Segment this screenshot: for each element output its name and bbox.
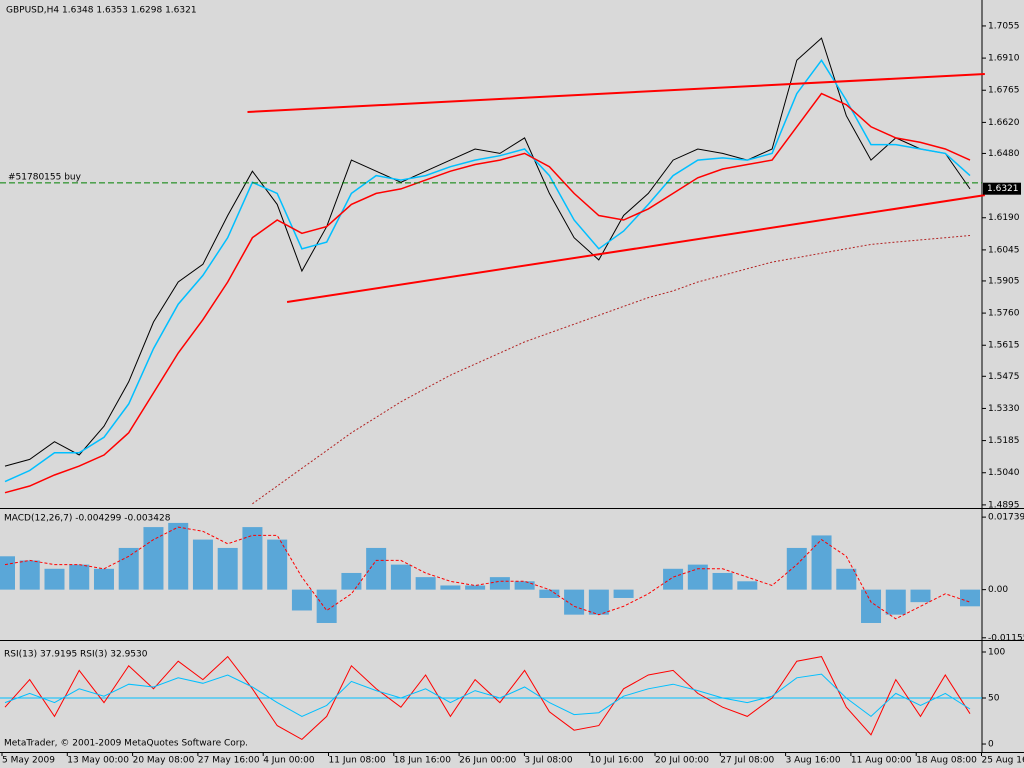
macd-bar [712, 572, 733, 590]
macd-bar [885, 589, 906, 615]
series-line [4, 673, 971, 718]
y-tick-label: 1.6045 [988, 245, 1020, 255]
macd-header: MACD(12,26,7) -0.004299 -0.003428 [4, 514, 171, 524]
time-label: 4 Jun 00:00 [263, 756, 315, 766]
macd-bar [291, 589, 312, 611]
time-label: 3 Aug 16:00 [786, 756, 841, 766]
macd-bar [415, 577, 436, 590]
time-label: 25 Aug 16:00 [982, 756, 1024, 766]
macd-bar [316, 589, 337, 623]
copyright: MetaTrader, © 2001-2009 MetaQuotes Softw… [4, 739, 248, 749]
macd-bar [93, 568, 114, 590]
macd-bar [0, 556, 15, 590]
macd-bar [168, 522, 189, 590]
macd-bar [960, 589, 980, 607]
y-tick-label: 1.5330 [988, 404, 1020, 414]
signal-line [4, 526, 971, 620]
time-label: 3 Jul 08:00 [524, 756, 573, 766]
time-label: 18 Aug 08:00 [916, 756, 977, 766]
macd-bar [192, 539, 213, 590]
macd-bar [910, 589, 931, 603]
time-label: 11 Aug 00:00 [851, 756, 912, 766]
macd-bar [118, 547, 139, 590]
macd-bar [613, 589, 634, 598]
macd-bar [440, 585, 461, 590]
macd-bar [514, 581, 535, 590]
macd-bar [663, 568, 684, 590]
price-tag-label: 1.6321 [987, 184, 1019, 194]
macd-bar [366, 547, 387, 590]
macd-bar [69, 564, 90, 590]
y-tick-label: 0.017394 [988, 513, 1024, 523]
macd-bar [539, 589, 560, 598]
y-tick-label: 50 [988, 694, 1000, 704]
y-tick-label: 1.4895 [988, 500, 1020, 510]
macd-bar [836, 568, 857, 590]
price-tag [983, 182, 1021, 195]
macd-bar [737, 581, 758, 590]
time-label: 27 May 16:00 [198, 756, 260, 766]
macd-bar [811, 535, 832, 590]
y-tick-label: 1.6480 [988, 149, 1020, 159]
time-label: 10 Jul 16:00 [590, 756, 644, 766]
series-line [4, 92, 971, 494]
time-label: 26 Jun 00:00 [459, 756, 516, 766]
y-tick-label: 1.5905 [988, 276, 1020, 286]
y-tick-label: 1.5760 [988, 309, 1020, 319]
series-line [4, 655, 971, 741]
y-tick-label: 1.5040 [988, 468, 1020, 478]
macd-bar [44, 568, 65, 590]
macd-bar [588, 589, 609, 615]
y-tick-label: 0.00 [988, 585, 1008, 595]
macd-bar [242, 527, 263, 590]
macd-bar [217, 547, 238, 590]
y-tick-label: 1.7055 [988, 21, 1020, 31]
macd-bar [19, 560, 40, 590]
y-tick-label: 1.6620 [988, 118, 1020, 128]
time-label: 20 May 08:00 [133, 756, 195, 766]
y-tick-label: 1.5185 [988, 436, 1020, 446]
y-tick-label: 100 [988, 647, 1005, 657]
trend-line [247, 73, 985, 113]
y-tick-label: -0.01155 [988, 633, 1024, 643]
rsi-header: RSI(13) 37.9195 RSI(3) 32.9530 [4, 650, 148, 660]
time-label: 27 Jul 08:00 [720, 756, 774, 766]
series-line [252, 235, 971, 505]
time-label: 11 Jun 08:00 [329, 756, 386, 766]
series-line [4, 37, 971, 467]
order-label: #51780155 buy [8, 172, 82, 182]
symbol-header: GBPUSD,H4 1.6348 1.6353 1.6298 1.6321 [6, 6, 197, 16]
y-tick-label: 1.6765 [988, 86, 1020, 96]
macd-bar [489, 577, 510, 590]
y-tick-label: 1.6910 [988, 54, 1020, 64]
macd-bar [390, 564, 411, 590]
macd-bar [465, 585, 486, 590]
time-label: 5 May 2009 [2, 756, 55, 766]
y-tick-label: 1.5475 [988, 372, 1020, 382]
time-label: 20 Jul 00:00 [655, 756, 709, 766]
time-label: 13 May 00:00 [67, 756, 129, 766]
time-label: 18 Jun 16:00 [394, 756, 451, 766]
macd-bar [861, 589, 882, 623]
series-line [4, 58, 971, 483]
y-tick-label: 1.6190 [988, 213, 1020, 223]
y-tick-label: 0 [988, 740, 994, 750]
y-tick-label: 1.5615 [988, 341, 1020, 351]
macd-bar [786, 547, 807, 590]
macd-bar [341, 572, 362, 590]
macd-bar [267, 539, 288, 590]
trend-line [286, 194, 985, 303]
